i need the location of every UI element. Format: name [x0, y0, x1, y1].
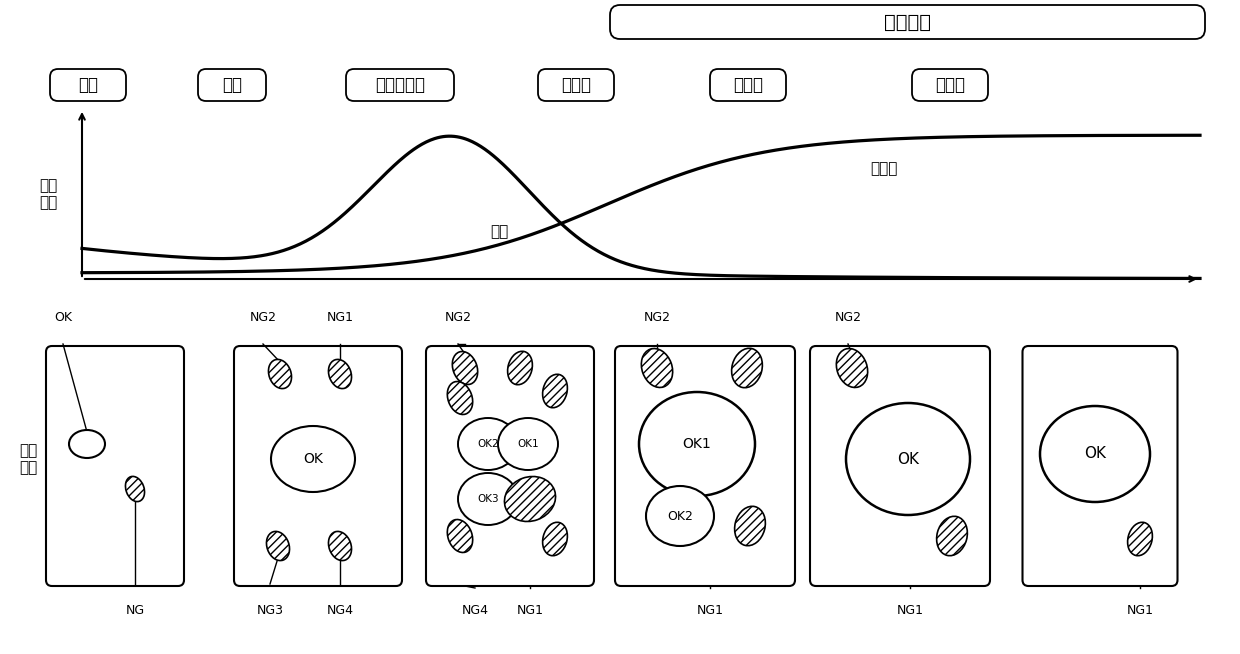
Text: 工件
数量: 工件 数量: [38, 178, 57, 210]
FancyBboxPatch shape: [810, 346, 990, 586]
FancyBboxPatch shape: [198, 69, 267, 101]
Ellipse shape: [543, 523, 568, 556]
Text: 次品: 次品: [490, 224, 508, 239]
FancyBboxPatch shape: [711, 69, 786, 101]
Ellipse shape: [505, 477, 556, 521]
Text: 批量试生产: 批量试生产: [374, 76, 425, 94]
Ellipse shape: [507, 351, 532, 385]
FancyBboxPatch shape: [610, 5, 1205, 39]
Text: NG1: NG1: [697, 604, 723, 617]
FancyBboxPatch shape: [427, 346, 594, 586]
Text: OK: OK: [1084, 447, 1106, 462]
Text: OK: OK: [897, 451, 919, 466]
Text: 批量生产: 批量生产: [884, 12, 931, 31]
Text: 开始时: 开始时: [560, 76, 591, 94]
Text: OK2: OK2: [477, 439, 498, 449]
Ellipse shape: [846, 403, 970, 515]
Ellipse shape: [1127, 523, 1152, 556]
Text: NG2: NG2: [835, 311, 862, 324]
Ellipse shape: [453, 351, 477, 385]
Text: 分布
图像: 分布 图像: [19, 443, 37, 475]
Text: OK1: OK1: [683, 437, 712, 451]
Text: OK: OK: [303, 452, 322, 466]
Ellipse shape: [329, 360, 351, 388]
Ellipse shape: [458, 418, 518, 470]
FancyBboxPatch shape: [46, 346, 184, 586]
Text: 研究: 研究: [78, 76, 98, 94]
Ellipse shape: [498, 418, 558, 470]
Text: NG1: NG1: [1126, 604, 1153, 617]
Text: OK2: OK2: [667, 509, 693, 523]
Text: 变动时: 变动时: [733, 76, 763, 94]
Text: 设计: 设计: [222, 76, 242, 94]
Ellipse shape: [267, 532, 289, 560]
Text: 正常品: 正常品: [870, 161, 898, 176]
Ellipse shape: [448, 519, 472, 553]
Text: NG3: NG3: [257, 604, 284, 617]
Ellipse shape: [732, 349, 763, 388]
Ellipse shape: [69, 430, 105, 458]
FancyBboxPatch shape: [911, 69, 988, 101]
Text: NG1: NG1: [517, 604, 543, 617]
Text: NG1: NG1: [897, 604, 924, 617]
Text: OK: OK: [55, 311, 72, 324]
Ellipse shape: [269, 360, 291, 388]
Ellipse shape: [448, 381, 472, 415]
FancyBboxPatch shape: [1023, 346, 1178, 586]
Ellipse shape: [936, 516, 967, 556]
Ellipse shape: [646, 486, 714, 546]
Text: NG2: NG2: [249, 311, 277, 324]
Ellipse shape: [734, 506, 765, 545]
Text: NG2: NG2: [644, 311, 671, 324]
FancyBboxPatch shape: [615, 346, 795, 586]
FancyBboxPatch shape: [50, 69, 126, 101]
Text: OK3: OK3: [477, 494, 498, 504]
Ellipse shape: [1040, 406, 1149, 502]
FancyBboxPatch shape: [538, 69, 614, 101]
Text: NG: NG: [125, 604, 145, 617]
Ellipse shape: [125, 476, 145, 502]
Text: NG4: NG4: [326, 604, 353, 617]
Text: NG4: NG4: [461, 604, 489, 617]
Text: OK1: OK1: [517, 439, 539, 449]
Ellipse shape: [458, 473, 518, 525]
Text: NG2: NG2: [444, 311, 471, 324]
FancyBboxPatch shape: [234, 346, 402, 586]
Ellipse shape: [639, 392, 755, 496]
Ellipse shape: [543, 374, 568, 407]
FancyBboxPatch shape: [346, 69, 454, 101]
Ellipse shape: [836, 349, 868, 387]
Text: NG1: NG1: [326, 311, 353, 324]
Ellipse shape: [272, 426, 355, 492]
Text: 稳定期: 稳定期: [935, 76, 965, 94]
Ellipse shape: [329, 532, 351, 560]
Ellipse shape: [641, 349, 672, 387]
